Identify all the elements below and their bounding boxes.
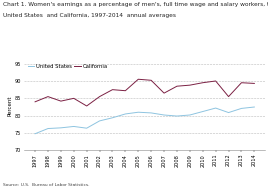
- Text: United States  and California, 1997-2014  annual averages: United States and California, 1997-2014 …: [3, 13, 176, 18]
- California: [111, 89, 114, 91]
- Line: California: California: [35, 79, 254, 106]
- California: [137, 78, 140, 80]
- United States: [162, 114, 166, 116]
- California: [201, 82, 204, 84]
- United States: [111, 117, 114, 119]
- United States: [59, 127, 62, 129]
- California: [214, 80, 217, 82]
- Text: Source: U.S.  Bureau of Labor Statistics.: Source: U.S. Bureau of Labor Statistics.: [3, 183, 89, 187]
- United States: [85, 127, 88, 129]
- California: [46, 96, 50, 98]
- United States: [175, 115, 178, 117]
- United States: [201, 110, 204, 113]
- Text: Chart 1. Women's earnings as a percentage of men's, full time wage and salary wo: Chart 1. Women's earnings as a percentag…: [3, 2, 268, 7]
- United States: [150, 112, 153, 114]
- United States: [72, 125, 75, 128]
- Line: United States: United States: [35, 107, 254, 134]
- California: [59, 100, 62, 102]
- California: [85, 105, 88, 107]
- California: [227, 96, 230, 98]
- California: [72, 97, 75, 99]
- United States: [227, 111, 230, 114]
- United States: [214, 107, 217, 109]
- Y-axis label: Percent: Percent: [8, 95, 13, 116]
- United States: [137, 111, 140, 113]
- California: [188, 84, 191, 86]
- California: [240, 82, 243, 84]
- California: [253, 82, 256, 85]
- United States: [240, 107, 243, 110]
- United States: [98, 120, 101, 122]
- California: [98, 96, 101, 98]
- California: [124, 89, 127, 92]
- California: [162, 92, 166, 94]
- California: [150, 79, 153, 81]
- United States: [188, 114, 191, 116]
- Legend: United States, California: United States, California: [27, 63, 109, 70]
- California: [34, 101, 37, 103]
- United States: [124, 113, 127, 115]
- United States: [253, 106, 256, 108]
- California: [175, 85, 178, 87]
- United States: [34, 133, 37, 135]
- United States: [46, 127, 50, 130]
